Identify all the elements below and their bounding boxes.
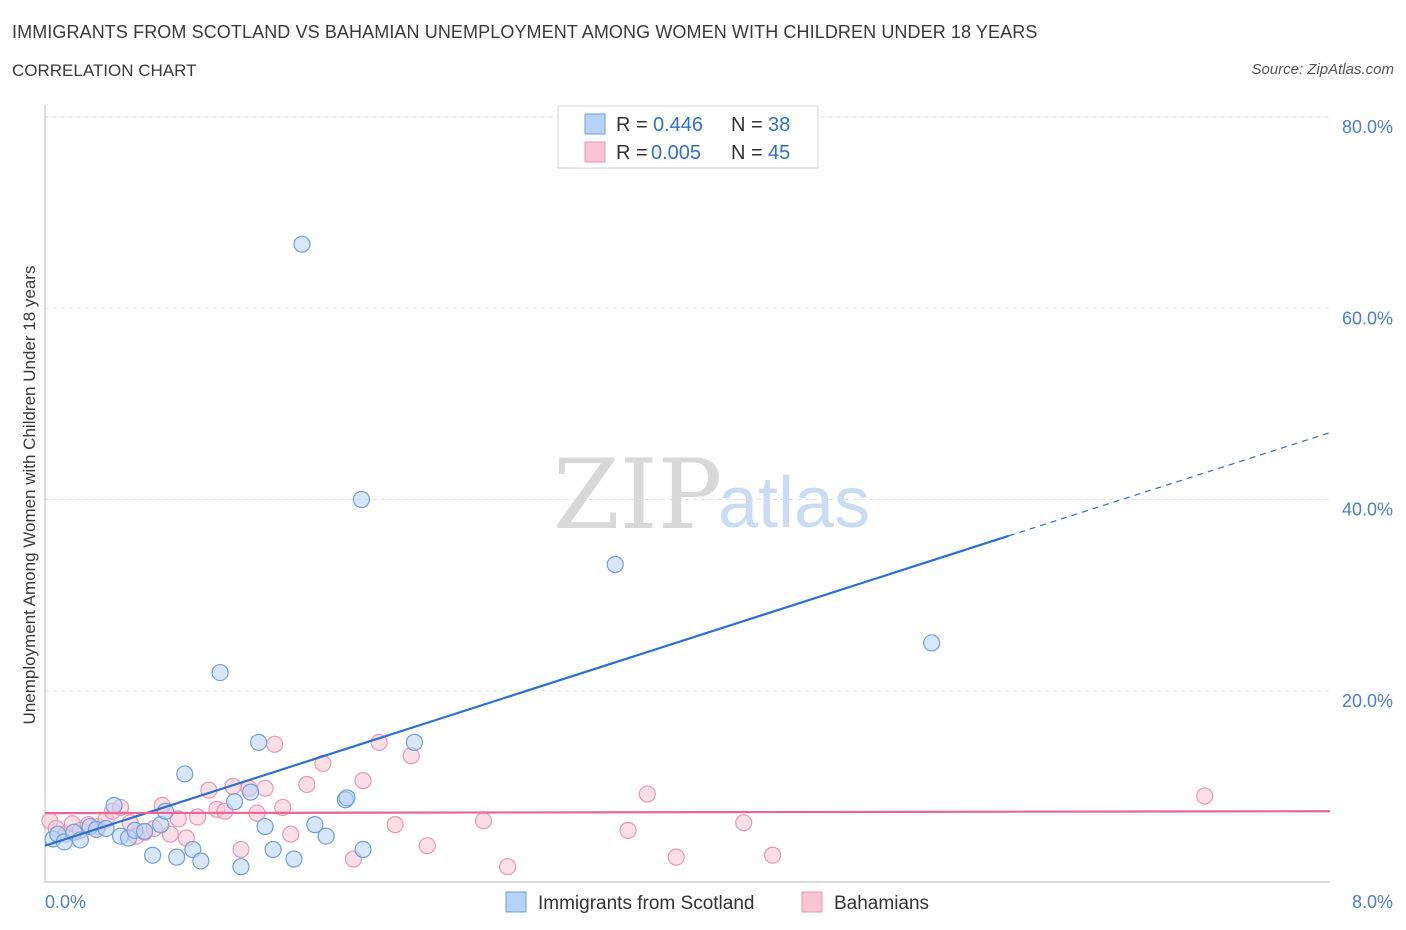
- point-scotland: [242, 783, 260, 801]
- point-bahamians: [282, 825, 300, 843]
- legend-swatch-scotland: [584, 113, 606, 135]
- point-scotland: [293, 235, 311, 253]
- y-tick-label: 20.0%: [1342, 691, 1393, 711]
- point-bahamians: [266, 735, 284, 753]
- source-credit: Source: ZipAtlas.com: [1251, 61, 1394, 78]
- point-scotland: [135, 822, 154, 840]
- legend-n-value-bahamians: 45: [768, 142, 790, 164]
- legend-box: R = 0.446 N = 38 R = 0.005 N = 45: [557, 105, 819, 169]
- point-scotland: [285, 850, 303, 868]
- point-scotland: [405, 733, 424, 751]
- point-scotland: [354, 840, 372, 859]
- point-bahamians: [274, 798, 292, 817]
- point-scotland: [144, 846, 162, 864]
- point-scotland: [176, 765, 194, 783]
- point-scotland: [317, 827, 335, 845]
- point-scotland: [923, 634, 941, 652]
- point-bahamians: [499, 858, 517, 876]
- point-bahamians: [298, 775, 316, 794]
- y-axis-label: Unemployment Among Women with Children U…: [20, 266, 39, 725]
- point-scotland: [306, 816, 324, 834]
- point-bahamians: [354, 772, 372, 790]
- x-tick-label: 8.0%: [1352, 892, 1393, 912]
- point-bahamians: [169, 810, 187, 828]
- bottom-legend: Immigrants from Scotland Bahamians: [505, 891, 929, 914]
- legend-r-value-scotland: 0.446: [653, 114, 703, 136]
- point-scotland: [264, 840, 282, 859]
- point-scotland: [168, 848, 186, 866]
- grid-lines: [45, 116, 1330, 692]
- point-scotland: [232, 858, 250, 876]
- legend-n-label-scotland: N =: [731, 114, 763, 136]
- legend-r-label-bahamians: R =: [616, 142, 648, 164]
- trend-lines: [44, 431, 1331, 847]
- axes: [44, 105, 1330, 883]
- bottom-legend-scotland: Immigrants from Scotland: [538, 893, 754, 914]
- legend-r-value-bahamians: 0.005: [651, 142, 701, 164]
- point-bahamians: [638, 785, 656, 803]
- trend-line-scotland: [44, 534, 1010, 847]
- trend-line-bahamians: [44, 810, 1331, 815]
- point-bahamians: [735, 814, 753, 832]
- chart-subtitle: CORRELATION CHART: [12, 61, 197, 80]
- point-bahamians: [474, 812, 493, 830]
- point-scotland: [250, 733, 268, 751]
- tick-labels: 20.0% 40.0% 60.0% 80.0% 0.0% 8.0%: [45, 117, 1393, 912]
- point-bahamians: [619, 821, 637, 839]
- point-bahamians: [232, 840, 250, 859]
- watermark-zip: ZIP: [553, 439, 722, 551]
- point-scotland: [105, 796, 123, 815]
- legend-r-label-scotland: R =: [616, 114, 648, 136]
- point-scotland: [606, 555, 624, 574]
- bottom-legend-bahamians: Bahamians: [834, 893, 929, 914]
- point-scotland: [192, 852, 210, 870]
- point-scotland: [211, 663, 229, 682]
- point-scotland: [338, 789, 356, 807]
- series-scotland: [44, 235, 941, 876]
- x-tick-label: 0.0%: [45, 892, 86, 912]
- point-bahamians: [764, 846, 782, 864]
- legend-n-label-bahamians: N =: [731, 142, 763, 164]
- point-bahamians: [188, 808, 207, 826]
- trend-line-scotland-extension: [1008, 431, 1331, 537]
- watermark-atlas: atlas: [718, 463, 870, 543]
- point-scotland: [352, 490, 371, 509]
- y-tick-label: 80.0%: [1342, 117, 1393, 137]
- point-bahamians: [386, 816, 404, 834]
- legend-n-value-scotland: 38: [768, 114, 790, 136]
- point-bahamians: [418, 837, 436, 855]
- point-scotland: [225, 793, 244, 811]
- series-bahamians: [41, 733, 1214, 876]
- y-tick-label: 40.0%: [1342, 500, 1393, 520]
- point-bahamians: [256, 779, 274, 797]
- chart-title: IMMIGRANTS FROM SCOTLAND VS BAHAMIAN UNE…: [12, 22, 1038, 42]
- bottom-legend-swatch-scotland: [505, 891, 527, 913]
- bottom-legend-swatch-bahamians: [801, 891, 823, 913]
- point-bahamians: [667, 848, 685, 866]
- point-scotland: [256, 817, 274, 836]
- y-tick-label: 60.0%: [1342, 308, 1393, 328]
- point-bahamians: [1196, 787, 1214, 805]
- legend-swatch-bahamians: [584, 141, 606, 163]
